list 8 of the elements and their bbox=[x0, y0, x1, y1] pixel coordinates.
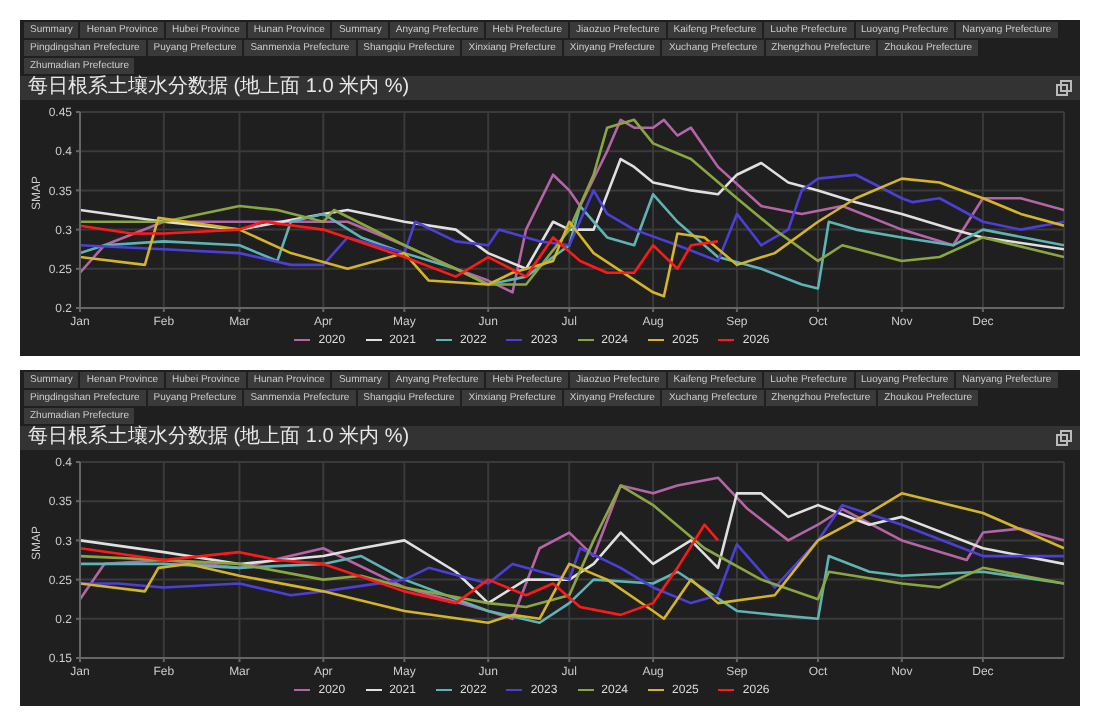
line-series bbox=[80, 173, 1064, 267]
line-series bbox=[80, 523, 720, 617]
line-series bbox=[80, 193, 1064, 290]
line-series bbox=[80, 220, 720, 278]
line-series bbox=[80, 157, 1064, 271]
line-series bbox=[80, 177, 1064, 298]
chart-title: 每日根系土壤水分数据 (地上面 1.0 米内 %) bbox=[28, 426, 410, 450]
chart-title: 每日根系土壤水分数据 (地上面 1.0 米内 %) bbox=[28, 76, 410, 100]
